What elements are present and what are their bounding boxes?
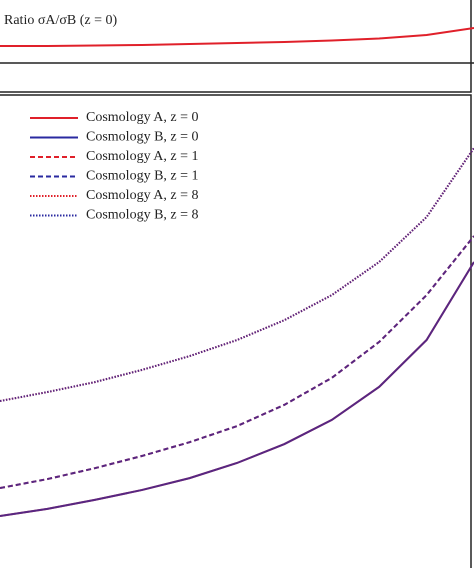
legend-label: Cosmology B, z = 8 [86, 208, 199, 223]
panel-title: Ratio σA/σB (z = 0) [4, 13, 118, 28]
top-panel-frame [0, 0, 472, 93]
legend-label: Cosmology A, z = 8 [86, 188, 199, 203]
series-line [0, 235, 474, 490]
legend-label: Cosmology B, z = 1 [86, 169, 199, 184]
series-line [0, 147, 474, 403]
series-line [0, 261, 474, 517]
legend-label: Cosmology B, z = 0 [86, 130, 199, 145]
series-line [0, 26, 474, 47]
series-line [0, 235, 474, 490]
bottom-panel-frame [0, 94, 472, 568]
series-line [0, 261, 474, 517]
legend-label: Cosmology A, z = 0 [86, 110, 199, 125]
legend-label: Cosmology A, z = 1 [86, 149, 199, 164]
